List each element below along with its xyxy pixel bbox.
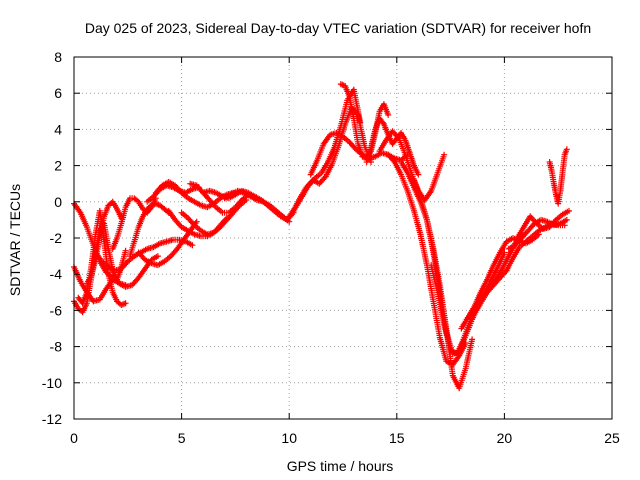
plus-markers	[221, 187, 293, 225]
data-points	[71, 81, 572, 392]
x-tick-label: 5	[178, 430, 186, 446]
satellite-track-18	[290, 104, 374, 214]
plus-markers	[385, 151, 469, 368]
x-tick-label: 0	[70, 430, 78, 446]
y-tick-labels: -12 -10 -8 -6 -4 -2 0 2 4 6 8	[42, 49, 62, 427]
y-tick-label: 6	[54, 85, 62, 101]
plus-markers	[83, 198, 125, 287]
satellite-track-14	[187, 180, 252, 216]
plus-markers	[135, 218, 200, 269]
x-tick-labels: 0 5 10 15 20 25	[70, 430, 620, 446]
plus-markers	[514, 207, 572, 241]
chart-title: Day 025 of 2023, Sidereal Day-to-day VTE…	[85, 20, 591, 36]
y-tick-label: 4	[54, 121, 62, 137]
plus-markers	[546, 146, 570, 207]
x-tick-label: 15	[389, 430, 405, 446]
plus-markers	[187, 180, 252, 216]
y-tick-label: -6	[50, 302, 63, 318]
y-axis-label: SDTVAR / TECUs	[7, 184, 23, 296]
x-tick-label: 20	[497, 430, 513, 446]
satellite-track-21	[363, 115, 422, 178]
axis-ticks	[73, 56, 613, 420]
satellite-track-8	[127, 200, 172, 260]
x-axis-label: GPS time / hours	[287, 458, 394, 474]
satellite-track-23	[385, 151, 469, 368]
y-tick-label: 8	[54, 49, 62, 65]
y-tick-label: -10	[42, 375, 62, 391]
y-tick-label: 2	[54, 158, 62, 174]
y-tick-label: -12	[42, 411, 62, 427]
y-tick-label: -4	[50, 266, 63, 282]
plus-markers	[290, 104, 374, 214]
satellite-track-5	[83, 198, 125, 287]
plus-markers	[363, 115, 422, 178]
grid-lines	[74, 57, 612, 419]
plus-markers	[127, 200, 172, 260]
satellite-track-9	[135, 218, 200, 269]
x-tick-label: 10	[281, 430, 297, 446]
y-tick-label: -2	[50, 230, 63, 246]
x-tick-label: 25	[604, 430, 620, 446]
satellite-track-16	[221, 187, 293, 225]
y-tick-label: -8	[50, 339, 63, 355]
satellite-track-30	[514, 207, 572, 241]
y-tick-label: 0	[54, 194, 62, 210]
satellite-track-31	[546, 146, 570, 207]
